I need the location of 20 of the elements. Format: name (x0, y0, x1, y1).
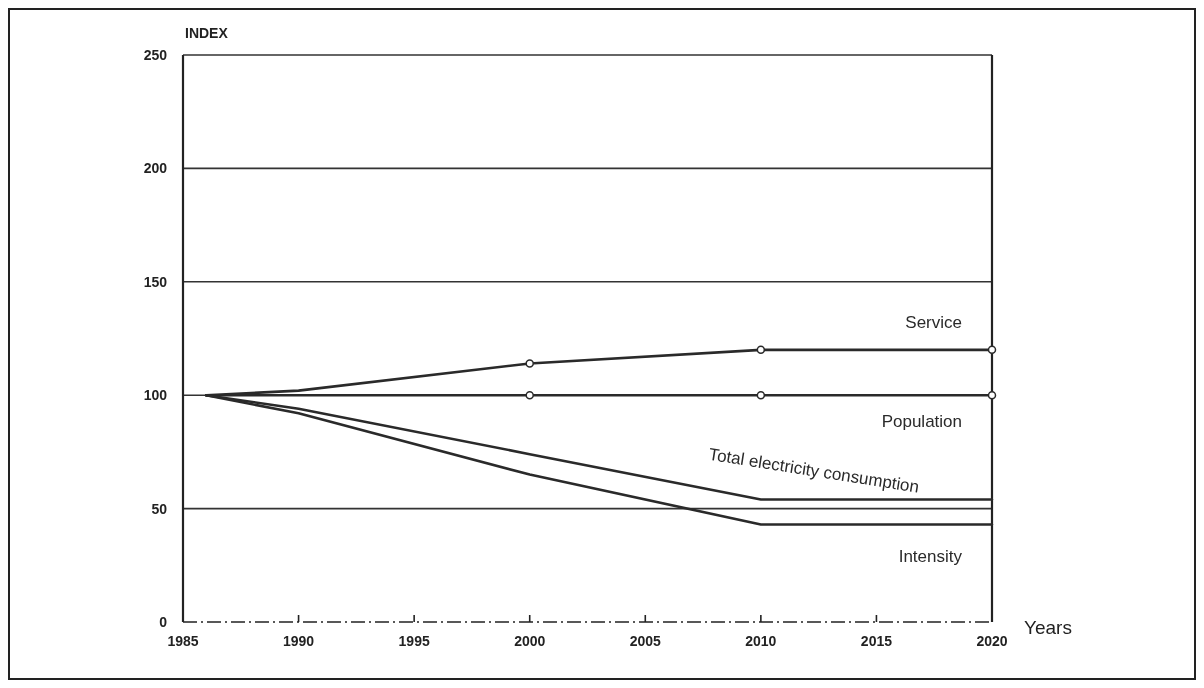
series-label: Intensity (898, 547, 963, 567)
x-tick-label: 2015 (860, 633, 893, 649)
y-axis-title: INDEX (185, 25, 229, 41)
x-tick-label: 1995 (398, 633, 430, 649)
text: Total electricity consumption (707, 444, 921, 497)
x-tick-label: 2000 (514, 633, 546, 649)
series-label: Service (905, 312, 962, 332)
series-label: Population (881, 412, 962, 432)
x-axis-title: Years (1024, 617, 1072, 638)
x-tick-label: 1985 (167, 633, 199, 649)
y-tick-label: 100 (143, 387, 168, 404)
y-tick-label: 250 (143, 47, 168, 63)
x-tick-label: 1990 (282, 633, 315, 649)
x-tick-label: 2005 (629, 633, 662, 649)
y-tick-label: 50 (151, 500, 168, 517)
x-tick-label: 2010 (745, 633, 777, 649)
y-tick-label: 200 (143, 160, 168, 177)
y-tick-label: 0 (159, 614, 168, 630)
x-tick-label: 2020 (976, 633, 1008, 649)
y-tick-label: 150 (143, 273, 168, 290)
